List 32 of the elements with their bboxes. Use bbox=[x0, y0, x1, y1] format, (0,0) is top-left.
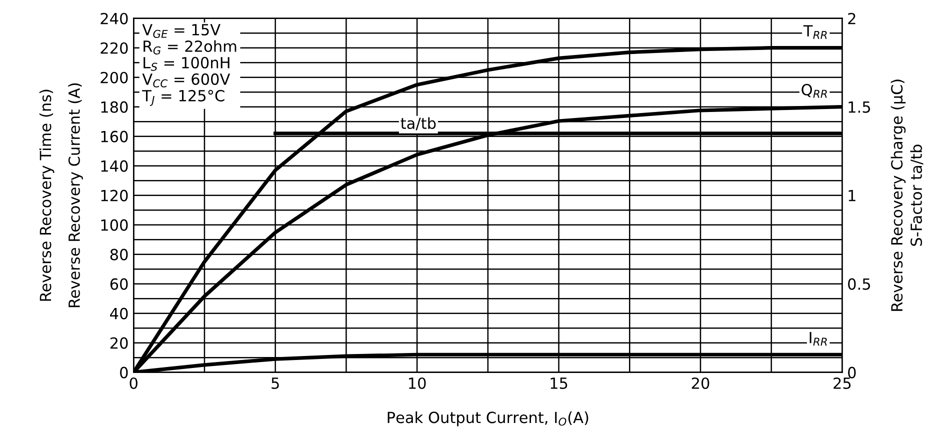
y-tick-label: 220 bbox=[100, 42, 128, 54]
series-label: T$_{RR}$ bbox=[803, 25, 827, 39]
y-tick-label: 160 bbox=[101, 130, 128, 142]
y2-tick-label: 1.5 bbox=[848, 102, 870, 113]
x-axis-title: Peak Output Current, I$_{O}$(A) bbox=[388, 411, 588, 426]
y2-tick-label: 0.5 bbox=[848, 278, 870, 290]
y-tick-label: 40 bbox=[110, 308, 128, 320]
y-tick-label: 80 bbox=[110, 248, 128, 260]
y-tick-label: 60 bbox=[110, 278, 128, 290]
series-label: ta/tb bbox=[400, 117, 436, 130]
y-tick-label: 20 bbox=[110, 337, 128, 349]
x-tick-label: 15 bbox=[550, 378, 568, 390]
y2-tick-label: 2 bbox=[848, 12, 856, 24]
y2-tick-label: 1 bbox=[848, 190, 856, 202]
y2-axis-title: Reverse Recovery Charge (µC) S-Factor ta/tb bbox=[890, 80, 924, 311]
y-tick-label: 120 bbox=[101, 190, 128, 202]
text: V$_{GE}$ = 15V R$_{G}$ = 22ohm L$_{S}$ = 100nH V$_{CC}$ = 600V T$_{J}$ = 125°C bbox=[142, 24, 236, 106]
series-label: Q$_{RR}$ bbox=[802, 84, 827, 98]
y-tick-label: 0 bbox=[120, 366, 128, 378]
y-tick-label: 100 bbox=[101, 219, 128, 231]
x-tick-label: 10 bbox=[409, 377, 426, 390]
series-label: I$_{RR}$ bbox=[810, 332, 827, 346]
y2-tick-label: 0 bbox=[848, 366, 856, 378]
y-tick-label: 180 bbox=[101, 101, 128, 113]
x-tick-label: 25 bbox=[834, 377, 851, 390]
x-tick-label: 0 bbox=[130, 377, 138, 390]
y-axis-title: Reverse Recovery Time (ns) Reverse Recovery Current (A) bbox=[39, 83, 83, 308]
y-tick-label: 240 bbox=[100, 12, 128, 24]
x-tick-label: 20 bbox=[692, 377, 710, 390]
x-tick-label: 5 bbox=[272, 378, 279, 390]
y-tick-label: 200 bbox=[100, 72, 128, 84]
y-tick-label: 140 bbox=[101, 160, 128, 172]
